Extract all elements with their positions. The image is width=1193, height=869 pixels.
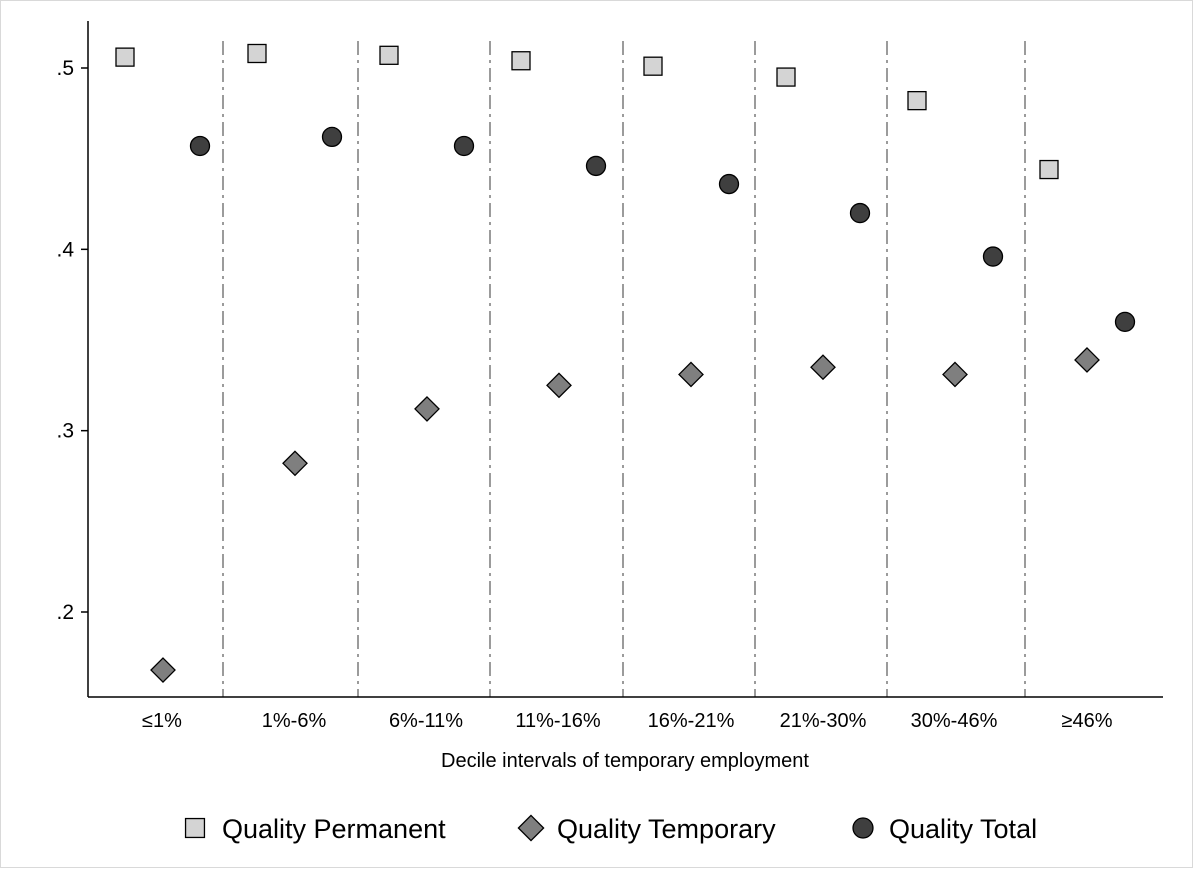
data-point-diamond <box>810 354 836 381</box>
legend-item: Quality Total <box>852 814 1037 844</box>
data-point-circle <box>321 126 343 148</box>
data-point-square <box>907 90 927 111</box>
data-point-circle <box>718 173 740 195</box>
x-category-label: 11%-16% <box>515 710 600 732</box>
y-tick-label: .3 <box>56 420 74 443</box>
x-category-label: ≥46% <box>1061 710 1112 732</box>
legend: Quality Permanent Quality Temporary Qualit… <box>184 814 1037 844</box>
x-category-label: ≤1% <box>142 710 182 732</box>
x-category-label: 30%-46% <box>911 710 998 732</box>
x-category-label: 1%-6% <box>262 710 327 732</box>
data-point-square <box>1039 159 1059 180</box>
data-point-circle <box>585 155 607 177</box>
x-axis-title: Decile intervals of temporary employment <box>441 750 809 772</box>
legend-item: Quality Temporary <box>517 814 776 844</box>
data-point-square <box>776 67 796 87</box>
data-point-diamond <box>1074 347 1100 373</box>
x-category-label: 16%-21% <box>648 710 735 732</box>
x-category-label: 21%-30% <box>780 710 867 732</box>
y-tick-label: .4 <box>56 238 74 261</box>
y-tick-label: .5 <box>56 57 74 80</box>
legend-marker-diamond <box>517 814 545 842</box>
data-point-diamond <box>942 361 968 388</box>
legend-label: Quality Permanent <box>222 814 446 844</box>
legend-label: Quality Temporary <box>557 814 776 844</box>
data-point-circle <box>1114 311 1136 333</box>
data-markers <box>115 43 1136 683</box>
legend-marker-square <box>184 817 206 839</box>
data-point-diamond <box>546 372 572 399</box>
category-separators <box>222 41 1026 697</box>
data-point-circle <box>189 135 211 157</box>
x-category-label: 6%-11% <box>389 710 463 732</box>
y-tick-label: .2 <box>56 601 74 624</box>
data-point-square <box>115 47 135 67</box>
data-point-square <box>511 51 531 71</box>
legend-label: Quality Total <box>889 814 1037 844</box>
data-point-circle <box>453 135 475 157</box>
axes <box>87 21 1163 698</box>
data-point-square <box>643 56 663 76</box>
data-point-square <box>247 43 267 64</box>
legend-item: Quality Permanent <box>184 814 446 844</box>
data-point-diamond <box>678 361 704 388</box>
data-point-square <box>379 45 399 65</box>
data-point-diamond <box>414 395 440 422</box>
legend-marker-circle <box>852 817 874 839</box>
data-point-circle <box>982 246 1004 267</box>
y-axis-ticks: .2 .3 .4 .5 <box>56 57 88 624</box>
data-point-diamond <box>150 657 176 683</box>
data-point-diamond <box>282 450 308 477</box>
x-axis-category-labels: ≤1% 1%-6% 6%-11% 11%-16% 16%-21% 21%-30% 30%-4… <box>142 710 1113 732</box>
data-point-circle <box>849 202 871 224</box>
